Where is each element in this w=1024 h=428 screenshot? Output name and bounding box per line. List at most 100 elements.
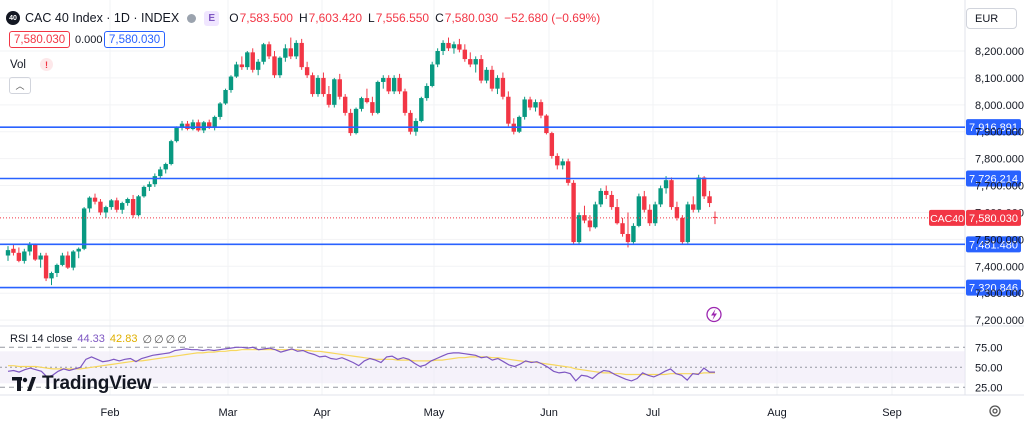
candle [277, 56, 283, 78]
price-tick-label: 8,200.000 [975, 46, 1024, 58]
rsi-ma-value: 42.83 [109, 333, 138, 345]
rsi-ma-line [8, 349, 715, 376]
candle [506, 91, 511, 127]
gear-icon[interactable] [988, 404, 1002, 418]
candle-body [375, 81, 381, 113]
candle-body [49, 273, 54, 279]
candle [636, 193, 642, 228]
candle-body [625, 233, 631, 243]
market-status-dot[interactable] [187, 13, 197, 23]
candle-body [255, 61, 261, 70]
candle-body [468, 59, 473, 65]
candle [647, 204, 652, 226]
horizontal-line-label-bg [966, 119, 1021, 136]
candle [435, 48, 440, 68]
candle-body [185, 123, 190, 130]
events-badge[interactable]: E [204, 10, 220, 26]
candle-body [81, 208, 87, 249]
candle-body [495, 77, 500, 89]
candle [5, 246, 11, 261]
candle-body [38, 255, 43, 260]
rsi-legend[interactable]: RSI 14 close 44.33 42.83 ∅ ∅ ∅ ∅ [10, 333, 192, 346]
candle [397, 73, 402, 95]
symbol-title[interactable]: CAC 40 Index · 1D · INDEX [25, 11, 180, 25]
candle-body [141, 186, 147, 197]
candle [54, 263, 60, 278]
candle [342, 94, 348, 116]
candle [32, 243, 38, 261]
time-tick-label: Sep [882, 407, 902, 419]
rsi-line [7, 346, 715, 382]
candle-body [245, 52, 250, 68]
candle-body [478, 59, 484, 81]
candle-body [147, 184, 152, 187]
symbol-header: 40 CAC 40 Index · 1D · INDEX E O 7,583.50… [6, 9, 606, 27]
candle-body [304, 67, 310, 76]
candle-body [174, 127, 179, 142]
candle [239, 56, 245, 70]
candle-body [321, 77, 326, 95]
currency-label: EUR [975, 12, 999, 25]
candle-body [473, 59, 478, 65]
candle-body [179, 123, 185, 128]
candle [174, 126, 179, 143]
candle [680, 215, 685, 245]
candle-body [11, 248, 16, 253]
candle-body [517, 116, 522, 132]
candle-body [620, 223, 625, 234]
candle [196, 119, 201, 132]
candle-body [593, 204, 598, 228]
price-tick-label: 7,500.000 [975, 234, 1024, 246]
candle [163, 162, 168, 174]
candle-body [419, 98, 424, 121]
candle-body [54, 264, 60, 274]
symbol-logo[interactable]: 40 [6, 11, 20, 25]
price-tick-label: 8,000.000 [975, 100, 1024, 112]
candle-body [381, 77, 386, 82]
candle [484, 67, 489, 84]
time-tick-label: Jun [540, 407, 558, 419]
time-tick-label: Apr [313, 407, 330, 419]
candle-body [163, 164, 168, 170]
candle-body [685, 204, 691, 243]
candle-body [332, 79, 337, 105]
candle [549, 131, 555, 159]
candle-body [364, 98, 370, 103]
tradingview-logo[interactable]: TradingView [12, 373, 152, 395]
candle [103, 205, 109, 218]
candle [22, 248, 27, 264]
candle [468, 52, 473, 68]
candle-body [598, 190, 603, 205]
candle-body [582, 215, 587, 221]
candle [98, 199, 103, 216]
candle-body [408, 112, 413, 132]
candle [652, 201, 658, 226]
sell-price-button[interactable]: 7,580.030 [9, 31, 71, 48]
candle [669, 177, 674, 210]
buy-price-button[interactable]: 7,580.030 [104, 31, 166, 48]
candle [261, 42, 266, 65]
candle [250, 48, 255, 73]
candle-body [228, 76, 234, 91]
candle [598, 188, 603, 208]
volume-indicator[interactable]: Vol ! [10, 58, 53, 71]
candle-body [196, 122, 201, 131]
candle [125, 197, 130, 206]
price-tick-label: 7,800.000 [975, 154, 1024, 166]
candle [408, 110, 413, 135]
candle-body [223, 90, 228, 104]
candle-body [60, 255, 65, 265]
candle [16, 247, 22, 263]
candle [620, 217, 625, 237]
candle-body [658, 188, 663, 205]
candle [685, 201, 691, 244]
currency-select[interactable]: EUR [966, 8, 1017, 29]
warning-icon[interactable]: ! [40, 58, 53, 71]
candle-body [413, 120, 419, 132]
candle [266, 41, 272, 60]
candle [120, 201, 125, 214]
lightning-icon-bolt [711, 309, 717, 320]
collapse-indicators-button[interactable]: ︿ [9, 77, 31, 94]
candle-body [27, 244, 32, 252]
